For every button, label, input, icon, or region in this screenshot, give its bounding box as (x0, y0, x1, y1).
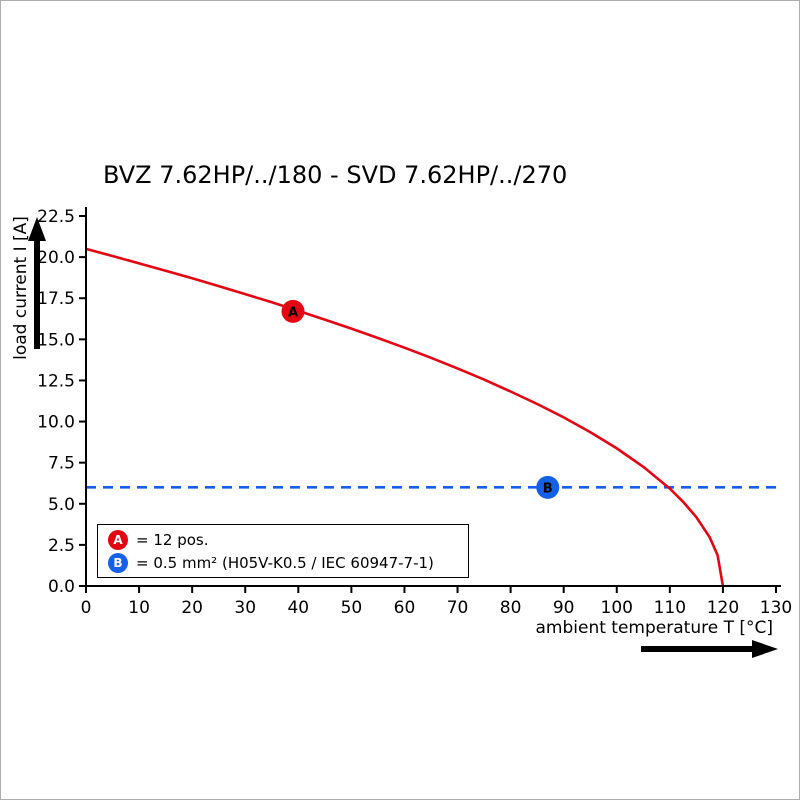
curve-marker-a (281, 299, 305, 323)
x-tick-label: 10 (128, 598, 150, 618)
legend-row-b: B = 0.5 mm² (H05V-K0.5 / IEC 60947-7-1) (108, 552, 458, 573)
y-axis-label: load current I [A] (11, 216, 31, 360)
curve-marker-label: A (288, 305, 298, 320)
x-axis-label: ambient temperature T [°C] (535, 618, 773, 638)
curve-marker-label: B (543, 481, 553, 496)
x-tick-label: 60 (394, 598, 416, 618)
x-tick-label: 70 (447, 598, 469, 618)
x-tick-label: 30 (234, 598, 256, 618)
y-tick-label: 0.0 (48, 577, 75, 597)
x-tick-label: 40 (287, 598, 309, 618)
chart-title: BVZ 7.62HP/../180 - SVD 7.62HP/../270 (103, 161, 568, 189)
y-tick-label: 2.5 (48, 536, 75, 556)
x-tick-label: 90 (553, 598, 575, 618)
y-tick-label: 12.5 (37, 371, 75, 391)
curve-marker-b (536, 475, 560, 499)
legend-text-b: = 0.5 mm² (H05V-K0.5 / IEC 60947-7-1) (136, 553, 434, 572)
derating-curve (85, 247, 725, 587)
legend-text-a: = 12 pos. (136, 530, 209, 549)
x-tick-label: 130 (760, 598, 792, 618)
y-tick-label: 10.0 (37, 413, 75, 433)
legend-row-a: A = 12 pos. (108, 529, 458, 550)
chart-legend: A = 12 pos. B = 0.5 mm² (H05V-K0.5 / IEC… (97, 524, 469, 578)
y-tick-label: 22.5 (37, 207, 75, 227)
y-tick-label: 17.5 (37, 289, 75, 309)
y-axis-arrow-head (28, 217, 46, 241)
x-tick-label: 100 (601, 598, 633, 618)
x-axis-arrow-head (752, 640, 778, 658)
x-tick-label: 110 (654, 598, 686, 618)
x-tick-label: 50 (341, 598, 363, 618)
x-tick-label: 0 (81, 598, 92, 618)
y-tick-label: 7.5 (48, 454, 75, 474)
legend-marker-a-badge: A (108, 529, 128, 550)
y-tick-label: 15.0 (37, 330, 75, 350)
y-tick-label: 5.0 (48, 495, 75, 515)
x-tick-label: 20 (181, 598, 203, 618)
x-tick-label: 120 (707, 598, 739, 618)
y-tick-label: 20.0 (37, 248, 75, 268)
x-tick-label: 80 (500, 598, 522, 618)
legend-marker-b-badge: B (108, 552, 128, 573)
